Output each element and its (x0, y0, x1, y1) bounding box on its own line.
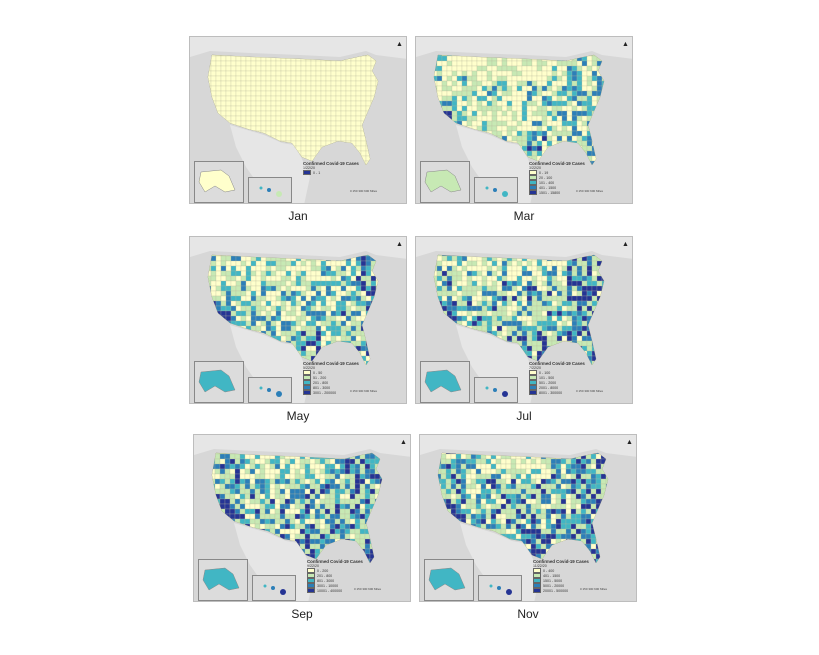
legend-date: 5/22/20 (303, 366, 315, 371)
panel-caption: Mar (513, 209, 535, 223)
north-arrow-icon: ▲ (400, 439, 407, 446)
canada-landmass (194, 435, 410, 457)
map-legend: Confirmed Covid-19 Cases 9/22/20 0 - 200 20… (307, 559, 379, 594)
scale-bar: 0 150 300 600 Miles (576, 389, 604, 393)
legend-row: 801 - 3000 (307, 578, 379, 584)
legend-date: 11/22/20 (533, 564, 547, 569)
panel-caption: Sep (291, 607, 313, 621)
legend-row: 101 - 500 (529, 375, 601, 381)
scale-bar: 0 150 300 600 Miles (354, 587, 382, 591)
legend-title: Confirmed Covid-19 Cases (529, 361, 585, 366)
legend-title: Confirmed Covid-19 Cases (529, 161, 585, 166)
panel-caption: Nov (517, 607, 539, 621)
map-panel-mar: Confirmed Covid-19 Cases 3/22/20 0 - 19 20 … (415, 36, 633, 223)
scale-bar: 0 150 300 600 Miles (350, 389, 378, 393)
legend-title: Confirmed Covid-19 Cases (307, 559, 363, 564)
hawaii-inset (248, 377, 292, 403)
legend-row: 20001 - 500000 (533, 588, 605, 594)
hawaii-inset (474, 377, 518, 403)
legend-row: 0 - 400 (533, 568, 605, 574)
map-graphic (190, 37, 406, 203)
alaska-inset (198, 559, 248, 601)
north-arrow-icon: ▲ (396, 241, 403, 248)
canada-landmass (190, 37, 406, 59)
panel-caption: Jul (516, 409, 532, 423)
legend-title: Confirmed Covid-19 Cases (533, 559, 589, 564)
legend-row: 51 - 200 (303, 375, 375, 381)
map-panel-may: Confirmed Covid-19 Cases 5/22/20 0 - 50 51 … (189, 236, 407, 423)
alaska-inset (420, 361, 470, 403)
legend-date: 9/22/20 (307, 564, 319, 569)
choropleth-map: Confirmed Covid-19 Cases 11/22/20 0 - 400 4… (419, 434, 637, 602)
canada-landmass (416, 37, 632, 59)
legend-row: 0 - 19 (529, 170, 601, 176)
scale-bar: 0 150 300 600 Miles (350, 189, 378, 193)
legend-row: 0 - 100 (529, 370, 601, 376)
map-graphic (416, 37, 632, 203)
hawaii-inset (474, 177, 518, 203)
map-legend: Confirmed Covid-19 Cases 7/22/20 0 - 100 10… (529, 361, 601, 396)
north-arrow-icon: ▲ (396, 41, 403, 48)
map-panel-nov: Confirmed Covid-19 Cases 11/22/20 0 - 400 4… (419, 434, 637, 621)
legend-row: 801 - 3000 (303, 385, 375, 391)
alaska-inset (194, 161, 244, 203)
choropleth-map: Confirmed Covid-19 Cases 5/22/20 0 - 50 51 … (189, 236, 407, 404)
alaska-inset (194, 361, 244, 403)
legend-row: 0 - 50 (303, 370, 375, 376)
legend-row: 3001 - 200000 (303, 390, 375, 396)
scale-bar: 0 150 300 600 Miles (580, 587, 608, 591)
north-arrow-icon: ▲ (622, 41, 629, 48)
map-legend: Confirmed Covid-19 Cases 3/22/20 0 - 19 20 … (529, 161, 601, 196)
choropleth-map: Confirmed Covid-19 Cases 1/22/20 0 - 1 0 15… (189, 36, 407, 204)
map-legend: Confirmed Covid-19 Cases 5/22/20 0 - 50 51 … (303, 361, 375, 396)
hawaii-inset (252, 575, 296, 601)
legend-row: 501 - 2000 (529, 380, 601, 386)
choropleth-map: Confirmed Covid-19 Cases 3/22/20 0 - 19 20 … (415, 36, 633, 204)
legend-row: 10001 - 400000 (307, 588, 379, 594)
map-legend: Confirmed Covid-19 Cases 1/22/20 0 - 1 (303, 161, 375, 176)
legend-row: 0 - 1 (303, 170, 375, 176)
panel-caption: Jan (288, 209, 308, 223)
legend-row: 0 - 200 (307, 568, 379, 574)
legend-row: 201 - 800 (303, 380, 375, 386)
north-arrow-icon: ▲ (622, 241, 629, 248)
legend-date: 1/22/20 (303, 166, 315, 171)
legend-row: 8001 - 300000 (529, 390, 601, 396)
legend-row: 201 - 800 (307, 573, 379, 579)
hawaii-inset (478, 575, 522, 601)
legend-row: 5001 - 20000 (533, 583, 605, 589)
legend-row: 101 - 400 (529, 180, 601, 186)
alaska-inset (420, 161, 470, 203)
map-panel-sep: Confirmed Covid-19 Cases 9/22/20 0 - 200 20… (193, 434, 411, 621)
legend-date: 7/22/20 (529, 366, 541, 371)
map-graphic (190, 237, 406, 403)
legend-row: 20 - 100 (529, 175, 601, 181)
map-panel-jan: Confirmed Covid-19 Cases 1/22/20 0 - 1 0 15… (189, 36, 407, 223)
legend-row: 401 - 1500 (533, 573, 605, 579)
north-arrow-icon: ▲ (626, 439, 633, 446)
canada-landmass (420, 435, 636, 457)
scale-bar: 0 150 300 600 Miles (576, 189, 604, 193)
canada-landmass (416, 237, 632, 259)
legend-title: Confirmed Covid-19 Cases (303, 161, 359, 166)
hawaii-inset (248, 177, 292, 203)
legend-row: 1501 - 15800 (529, 190, 601, 196)
legend-date: 3/22/20 (529, 166, 541, 171)
panel-caption: May (286, 409, 310, 423)
legend-title: Confirmed Covid-19 Cases (303, 361, 359, 366)
legend-row: 1501 - 5000 (533, 578, 605, 584)
legend-row: 401 - 1500 (529, 185, 601, 191)
legend-row: 3001 - 10000 (307, 583, 379, 589)
canada-landmass (190, 237, 406, 259)
map-panel-jul: Confirmed Covid-19 Cases 7/22/20 0 - 100 10… (415, 236, 633, 423)
alaska-inset (424, 559, 474, 601)
choropleth-map: Confirmed Covid-19 Cases 7/22/20 0 - 100 10… (415, 236, 633, 404)
map-graphic (194, 435, 410, 601)
map-legend: Confirmed Covid-19 Cases 11/22/20 0 - 400 4… (533, 559, 605, 594)
legend-row: 2001 - 8000 (529, 385, 601, 391)
choropleth-map: Confirmed Covid-19 Cases 9/22/20 0 - 200 20… (193, 434, 411, 602)
